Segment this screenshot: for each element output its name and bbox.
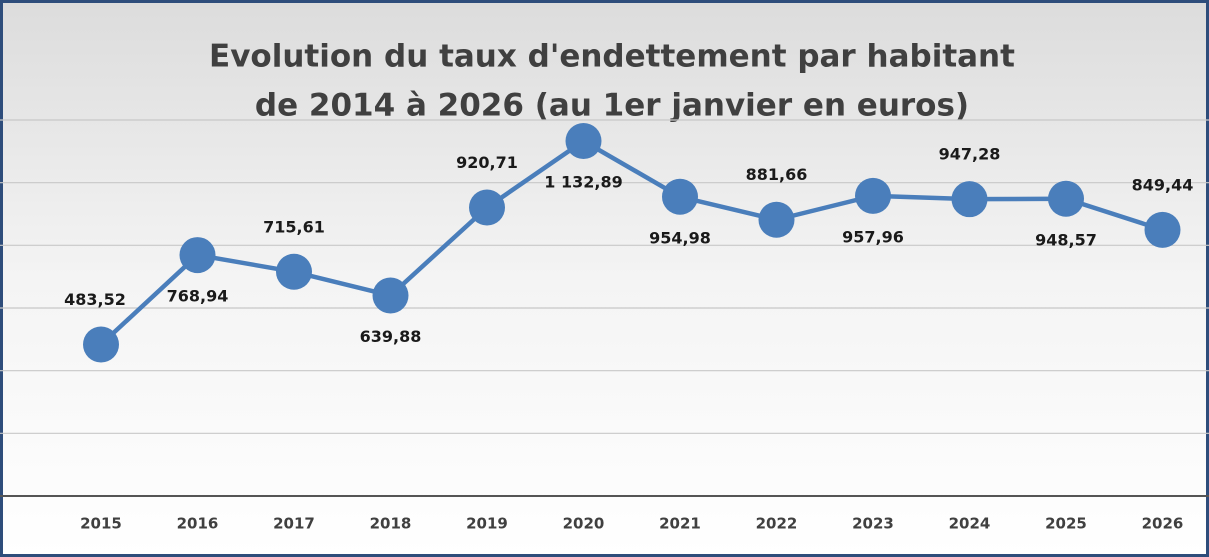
data-point bbox=[951, 181, 988, 218]
data-point bbox=[83, 326, 119, 363]
data-point bbox=[565, 123, 602, 160]
data-point bbox=[469, 189, 505, 226]
data-point bbox=[1048, 180, 1084, 217]
data-point bbox=[179, 237, 216, 274]
data-label: 483,52 bbox=[64, 290, 126, 309]
data-label: 957,96 bbox=[842, 227, 904, 246]
x-tick-label: 2018 bbox=[370, 515, 412, 533]
x-tick-label: 2022 bbox=[756, 515, 798, 533]
data-point bbox=[372, 277, 409, 314]
data-label: 947,28 bbox=[939, 145, 1001, 164]
data-label: 715,61 bbox=[263, 217, 325, 236]
data-label: 881,66 bbox=[746, 165, 808, 184]
data-label: 948,57 bbox=[1035, 230, 1097, 249]
data-point bbox=[758, 201, 795, 238]
data-label: 849,44 bbox=[1132, 175, 1194, 194]
data-label: 920,71 bbox=[456, 153, 518, 172]
x-tick-label: 2019 bbox=[466, 515, 508, 533]
data-point bbox=[662, 178, 698, 215]
data-point bbox=[1144, 211, 1181, 248]
data-label: 768,94 bbox=[167, 287, 229, 306]
x-tick-label: 2021 bbox=[659, 515, 701, 533]
x-tick-label: 2017 bbox=[273, 515, 315, 533]
x-tick-label: 2016 bbox=[177, 515, 219, 533]
data-label: 954,98 bbox=[649, 228, 711, 247]
chart-title: Evolution du taux d'endettement par habi… bbox=[209, 39, 1015, 75]
x-tick-label: 2025 bbox=[1045, 515, 1087, 533]
chart-title: de 2014 à 2026 (au 1er janvier en euros) bbox=[255, 88, 969, 124]
data-point bbox=[276, 253, 312, 290]
data-point bbox=[855, 177, 891, 214]
x-tick-label: 2020 bbox=[563, 515, 605, 533]
x-tick-label: 2023 bbox=[852, 515, 894, 533]
x-tick-label: 2024 bbox=[949, 515, 991, 533]
x-tick-label: 2015 bbox=[80, 515, 122, 533]
data-label: 1 132,89 bbox=[544, 173, 622, 192]
x-tick-label: 2026 bbox=[1142, 515, 1184, 533]
data-label: 639,88 bbox=[360, 327, 422, 346]
